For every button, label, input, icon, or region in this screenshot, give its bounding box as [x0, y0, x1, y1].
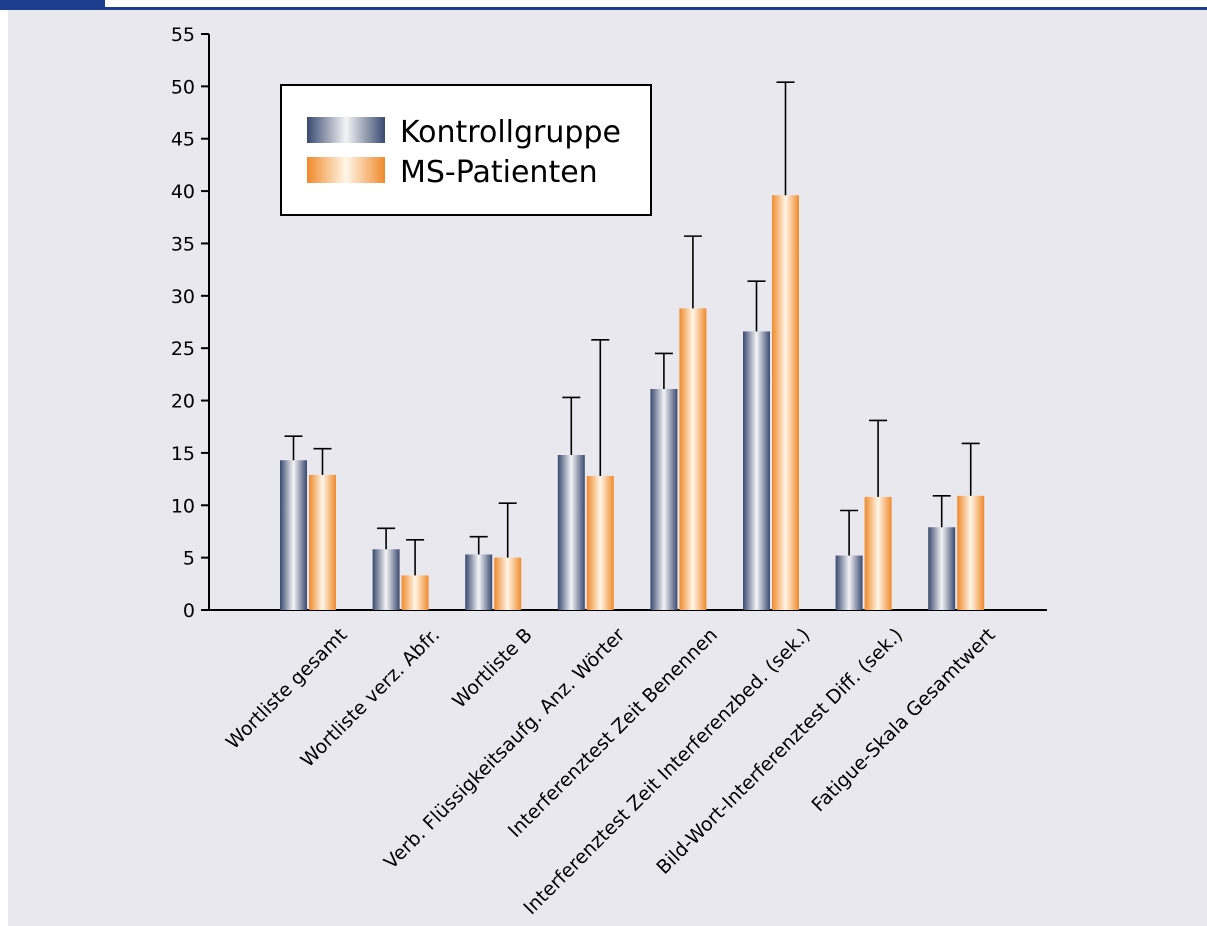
- y-tick-label: 30: [171, 286, 195, 308]
- bar-ms-patienten: [494, 557, 522, 610]
- legend-box: [280, 84, 652, 216]
- bar-kontrollgruppe: [835, 555, 863, 610]
- y-tick-label: 35: [171, 233, 195, 255]
- y-tick-label: 45: [171, 129, 195, 151]
- y-tick-label: 25: [171, 338, 195, 360]
- y-tick-label: 40: [171, 181, 195, 203]
- legend-label-ms-patienten: MS-Patienten: [400, 155, 598, 190]
- bar-ms-patienten: [401, 575, 429, 610]
- figure-header-rule: [105, 7, 1207, 10]
- bar-ms-patienten: [679, 308, 707, 610]
- bar-ms-patienten: [309, 474, 336, 610]
- legend: Kontrollgruppe MS-Patienten: [280, 84, 652, 216]
- y-tick-label: 20: [171, 391, 195, 413]
- bar-kontrollgruppe: [280, 460, 307, 610]
- bar-ms-patienten: [864, 496, 892, 610]
- y-tick-label: 15: [171, 443, 195, 465]
- bar-kontrollgruppe: [743, 331, 770, 610]
- y-tick-label: 50: [171, 76, 195, 98]
- figure-header-bar: [0, 0, 1207, 10]
- bar-ms-patienten: [957, 495, 985, 610]
- y-tick-label: 0: [183, 600, 195, 622]
- bar-kontrollgruppe: [372, 549, 400, 610]
- bar-kontrollgruppe: [465, 554, 493, 610]
- y-tick-label: 55: [171, 24, 195, 46]
- bar-kontrollgruppe: [650, 389, 678, 610]
- legend-swatch-kontrollgruppe: [307, 117, 385, 143]
- error-bars: [284, 81, 980, 576]
- y-tick-label: 5: [183, 548, 195, 570]
- bar-kontrollgruppe: [928, 527, 956, 610]
- y-tick-label: 10: [171, 495, 195, 517]
- bar-ms-patienten: [772, 195, 799, 610]
- bar-ms-patienten: [586, 475, 614, 610]
- bar-kontrollgruppe: [557, 455, 585, 610]
- axes: 0 5 10 15 20 25 30 35 40 45 50 55: [171, 24, 1047, 622]
- bars: [280, 195, 985, 610]
- legend-swatch-ms-patienten: [307, 157, 385, 183]
- legend-label-kontrollgruppe: Kontrollgruppe: [400, 115, 621, 150]
- figure-header-tab: [0, 0, 105, 10]
